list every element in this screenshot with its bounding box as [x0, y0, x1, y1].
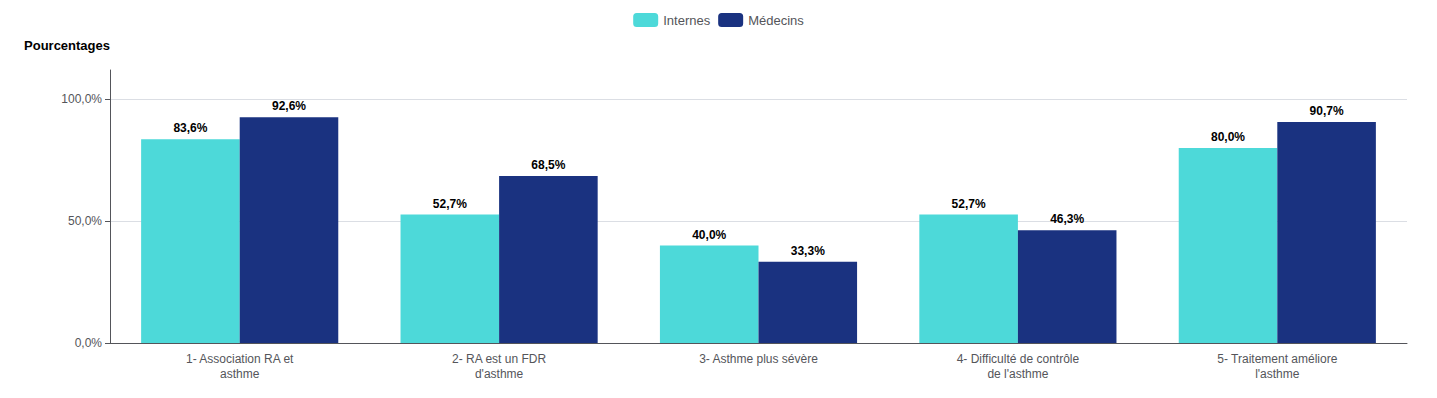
svg-text:80,0%: 80,0%: [1211, 130, 1245, 144]
svg-text:52,7%: 52,7%: [952, 197, 986, 211]
svg-text:33,3%: 33,3%: [791, 244, 825, 258]
svg-text:4- Difficulté de contrôle: 4- Difficulté de contrôle: [957, 352, 1080, 366]
svg-text:0,0%: 0,0%: [75, 336, 103, 350]
svg-text:40,0%: 40,0%: [692, 228, 726, 242]
svg-text:Internes: Internes: [663, 13, 710, 28]
svg-text:5- Traitement améliore: 5- Traitement améliore: [1217, 352, 1337, 366]
svg-text:90,7%: 90,7%: [1310, 104, 1344, 118]
svg-text:52,7%: 52,7%: [433, 197, 467, 211]
svg-text:2- RA est un FDR: 2- RA est un FDR: [452, 352, 546, 366]
svg-text:68,5%: 68,5%: [531, 158, 565, 172]
svg-text:50,0%: 50,0%: [68, 214, 102, 228]
svg-text:3- Asthme plus sévère: 3- Asthme plus sévère: [699, 352, 818, 366]
svg-text:Médecins: Médecins: [748, 13, 804, 28]
svg-text:92,6%: 92,6%: [272, 99, 306, 113]
svg-text:Pourcentages: Pourcentages: [24, 38, 110, 53]
svg-text:46,3%: 46,3%: [1050, 212, 1084, 226]
svg-text:asthme: asthme: [220, 367, 260, 381]
svg-text:83,6%: 83,6%: [173, 121, 207, 135]
svg-text:100,0%: 100,0%: [61, 92, 102, 106]
svg-text:1- Association RA et: 1- Association RA et: [186, 352, 294, 366]
svg-text:d'asthme: d'asthme: [475, 367, 524, 381]
svg-text:l'asthme: l'asthme: [1255, 367, 1300, 381]
svg-text:de l'asthme: de l'asthme: [987, 367, 1048, 381]
